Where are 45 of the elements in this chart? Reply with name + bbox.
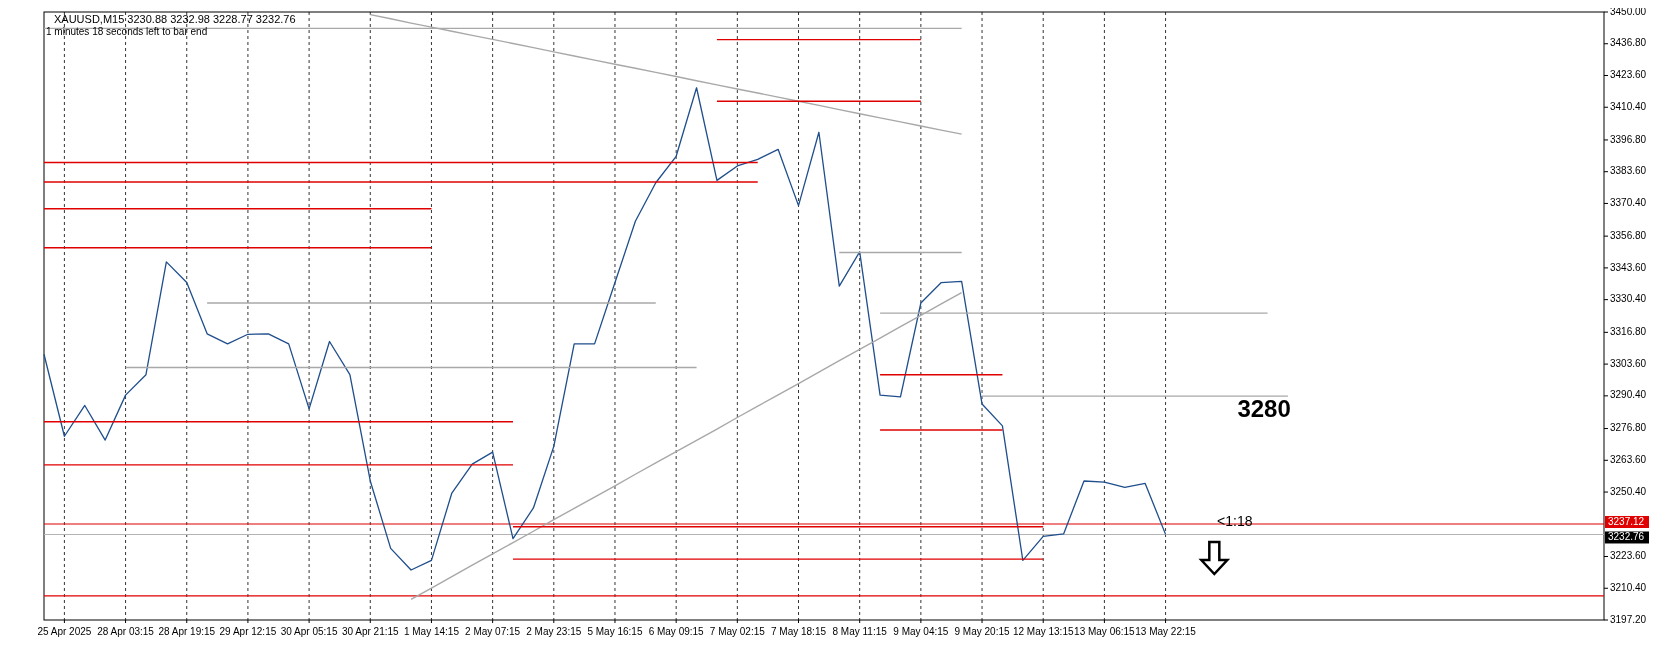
x-tick-label: 13 May 22:15 — [1135, 626, 1197, 637]
x-tick-label: 28 Apr 19:15 — [158, 626, 216, 637]
annotation: <1:18 — [1217, 513, 1253, 530]
y-tick-label: 3383.60 — [1610, 165, 1647, 177]
x-tick-label: 6 May 09:15 — [648, 626, 705, 637]
y-tick-label: 3303.60 — [1610, 357, 1647, 369]
y-tick-label: 3396.80 — [1610, 133, 1647, 145]
y-tick-label: 3250.40 — [1610, 485, 1647, 497]
x-tick-label: 2 May 23:15 — [526, 626, 582, 637]
x-tick-label: 25 Apr 2025 — [37, 626, 92, 637]
ref-line-label: 3237.12 — [1608, 515, 1645, 527]
line-series — [43, 87, 1167, 571]
annotation: 3280 — [1237, 394, 1291, 422]
y-tick-label: 3223.60 — [1610, 550, 1647, 562]
x-tick-label: 30 Apr 05:15 — [280, 626, 338, 637]
y-tick-label: 3370.40 — [1610, 197, 1647, 209]
y-tick-label: 3210.40 — [1610, 581, 1647, 593]
x-tick-label: 9 May 20:15 — [954, 626, 1010, 637]
x-tick-label: 9 May 04:15 — [893, 626, 949, 637]
y-tick-label: 3290.40 — [1610, 389, 1647, 401]
x-tick-label: 30 Apr 21:15 — [341, 626, 400, 637]
y-tick-label: 3356.80 — [1610, 229, 1647, 241]
x-tick-label: 8 May 11:15 — [832, 626, 888, 637]
y-tick-label: 3343.60 — [1610, 261, 1647, 273]
x-tick-label: 13 May 06:15 — [1074, 626, 1136, 637]
x-tick-label: 7 May 02:15 — [709, 626, 766, 637]
x-tick-label: 12 May 13:15 — [1012, 626, 1074, 637]
x-tick-label: 2 May 07:15 — [465, 626, 521, 637]
y-tick-label: 3330.40 — [1610, 293, 1647, 305]
x-tick-label: 1 May 14:15 — [403, 626, 460, 637]
x-tick-label: 28 Apr 03:15 — [97, 626, 155, 637]
chart-title: XAUUSD,M15 3230.88 3232.98 3228.77 3232.76 — [54, 13, 296, 25]
y-tick-label: 3263.60 — [1610, 453, 1647, 465]
y-tick-label: 3423.60 — [1610, 69, 1647, 81]
y-tick-label: 3410.40 — [1610, 100, 1647, 112]
y-tick-label: 3316.80 — [1610, 326, 1647, 337]
x-tick-label: 29 Apr 12:15 — [219, 626, 277, 637]
text: 1 minutes 18 seconds left to bar end — [46, 26, 208, 37]
y-tick-label: 3197.20 — [1610, 613, 1647, 625]
ref-line-label: 3232.76 — [1608, 531, 1645, 543]
y-tick-label: 3436.80 — [1610, 37, 1647, 49]
y-tick-label: 3450.00 — [1610, 5, 1647, 17]
x-tick-label: 5 May 16:15 — [587, 626, 643, 637]
x-tick-label: 7 May 18:15 — [770, 626, 827, 637]
y-tick-label: 3276.80 — [1610, 422, 1647, 434]
